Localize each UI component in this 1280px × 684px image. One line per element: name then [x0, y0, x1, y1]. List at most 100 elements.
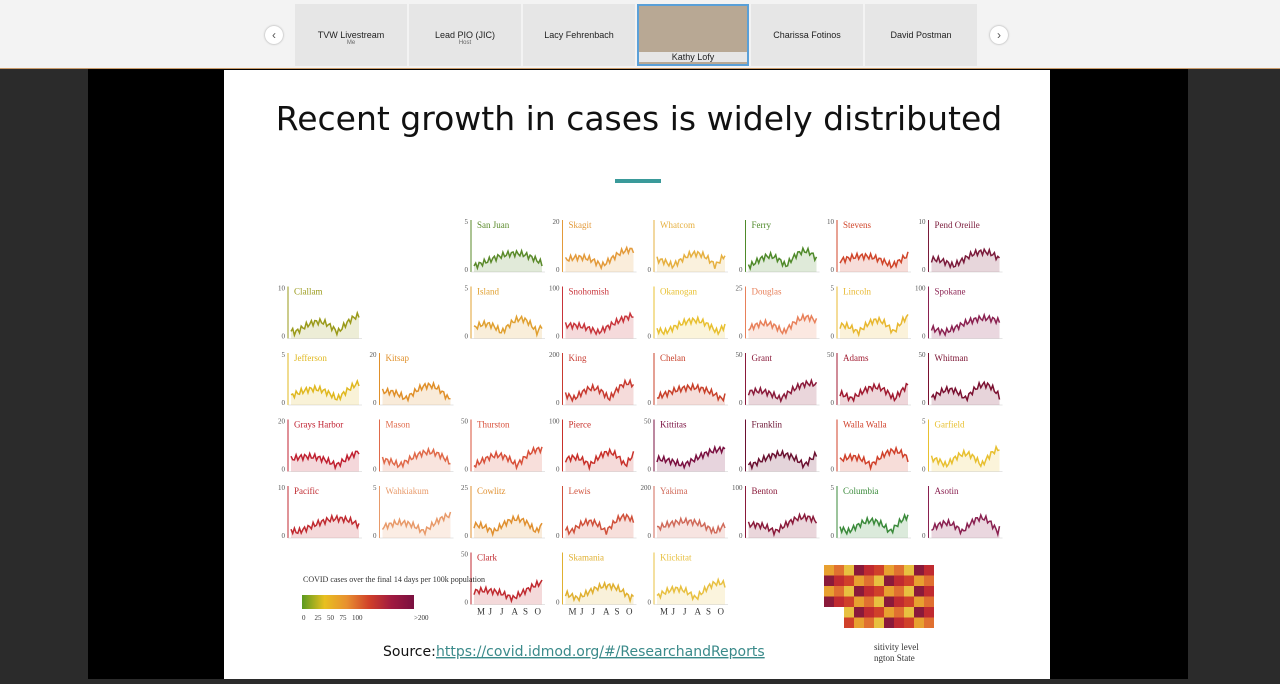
panel-tick: 200: [549, 351, 560, 359]
panel-tick: 0: [282, 333, 286, 341]
trend-area: [474, 446, 542, 472]
panel-name: Wahkiakum: [386, 486, 429, 496]
trend-line: [747, 377, 818, 404]
prev-button[interactable]: ‹: [265, 26, 283, 44]
panel-name: Jefferson: [294, 353, 327, 363]
panel-tick: 50: [461, 551, 469, 559]
trend-line: [656, 516, 726, 536]
panel-name: Clark: [477, 553, 497, 563]
trend-line: [564, 311, 634, 336]
trend-line: [564, 245, 635, 271]
month-label: M: [477, 607, 485, 617]
map-cell: [824, 596, 834, 607]
trend-area: [931, 382, 1000, 405]
trend-area: [565, 247, 634, 272]
panel-tick: 0: [648, 532, 652, 540]
map-cell: [914, 565, 924, 576]
next-button[interactable]: ›: [990, 26, 1008, 44]
trend-area: [657, 579, 725, 605]
panel-name: Skagit: [569, 220, 593, 230]
panel-tick: 0: [922, 466, 926, 474]
map-cell: [844, 586, 854, 597]
panel-tick: 0: [922, 333, 926, 341]
map-cell: [874, 586, 884, 597]
source-link[interactable]: https://covid.idmod.org/#/ResearchandRep…: [436, 644, 765, 660]
panel-name: Kittitas: [660, 420, 687, 430]
slide-canvas: Recent growth in cases is widely distrib…: [276, 99, 1003, 663]
participant-name: David Postman: [890, 30, 952, 40]
participant-tile[interactable]: Kathy Lofy: [637, 4, 749, 66]
map-cell: [884, 607, 894, 618]
panel-tick: 0: [831, 466, 835, 474]
panel-name: Cowlitz: [477, 486, 506, 496]
trend-line: [564, 447, 635, 472]
panel-name: Spokane: [935, 287, 966, 297]
panel-tick: 100: [915, 285, 926, 293]
legend-tick: 0: [302, 614, 306, 622]
panel-tick: 0: [282, 399, 286, 407]
panel-tick: 10: [278, 285, 286, 293]
slide: Recent growth in cases is widely distrib…: [224, 70, 1050, 679]
trend-line: [656, 315, 726, 336]
map-cell: [834, 575, 844, 586]
panel-name: Chelan: [660, 353, 686, 363]
legend-tick: 75: [340, 614, 348, 622]
participant-tile[interactable]: TVW Livestream Me: [295, 4, 407, 66]
map-cell: [894, 596, 904, 607]
trend-area: [748, 451, 817, 472]
trend-line: [839, 313, 909, 338]
panel-tick: 0: [282, 532, 286, 540]
map-cell: [904, 586, 914, 597]
trend-line: [747, 448, 818, 471]
panel-name: Garfield: [935, 420, 965, 430]
legend-tick: 50: [327, 614, 335, 622]
panel-name: Walla Walla: [843, 420, 887, 430]
map-cell: [874, 565, 884, 576]
panel-tick: 5: [831, 484, 835, 492]
panel-name: Pacific: [294, 486, 319, 496]
participant-tile[interactable]: Charissa Fotinos: [751, 4, 863, 66]
trend-line: [473, 578, 543, 604]
trend-area: [840, 447, 908, 472]
map-cell: [854, 607, 864, 618]
panel-tick: 0: [648, 466, 652, 474]
trend-line: [290, 513, 360, 536]
panel-name: Skamania: [569, 553, 605, 563]
map-cell: [844, 607, 854, 618]
legend-tick: 100: [352, 614, 363, 622]
title-rule: [615, 179, 661, 183]
participant-name: Kathy Lofy: [639, 52, 747, 62]
panel-name: Kitsap: [386, 353, 410, 363]
panel-name: San Juan: [477, 220, 510, 230]
panel-tick: 0: [648, 399, 652, 407]
panel-tick: 5: [373, 484, 377, 492]
month-label: M: [660, 607, 668, 617]
month-label: J: [500, 607, 504, 617]
panel-tick: 0: [465, 466, 469, 474]
panel-tick: 0: [556, 399, 560, 407]
map-cell: [894, 617, 904, 628]
map-cell: [924, 617, 934, 628]
panel-name: Klickitat: [660, 553, 692, 563]
map-cell: [904, 565, 914, 576]
participant-tile[interactable]: David Postman: [865, 4, 977, 66]
participant-tile[interactable]: Lead PIO (JIC) Host: [409, 4, 521, 66]
map-cell: [874, 617, 884, 628]
legend-title: COVID cases over the final 14 days per 1…: [303, 575, 485, 584]
panel-tick: 0: [282, 466, 286, 474]
month-label: J: [683, 607, 687, 617]
trend-area: [382, 512, 451, 538]
participant-tile[interactable]: Lacy Fehrenbach: [523, 4, 635, 66]
trend-area: [840, 514, 908, 538]
trend-area: [565, 514, 634, 538]
map-cell: [824, 565, 834, 576]
map-cell: [834, 596, 844, 607]
trend-line: [930, 444, 1000, 469]
map-cell: [924, 586, 934, 597]
panel-tick: 0: [465, 599, 469, 607]
panel-name: Lewis: [569, 486, 591, 496]
trend-area: [565, 449, 634, 472]
panel-name: Adams: [843, 353, 869, 363]
map-cell: [904, 575, 914, 586]
trend-line: [747, 312, 818, 335]
